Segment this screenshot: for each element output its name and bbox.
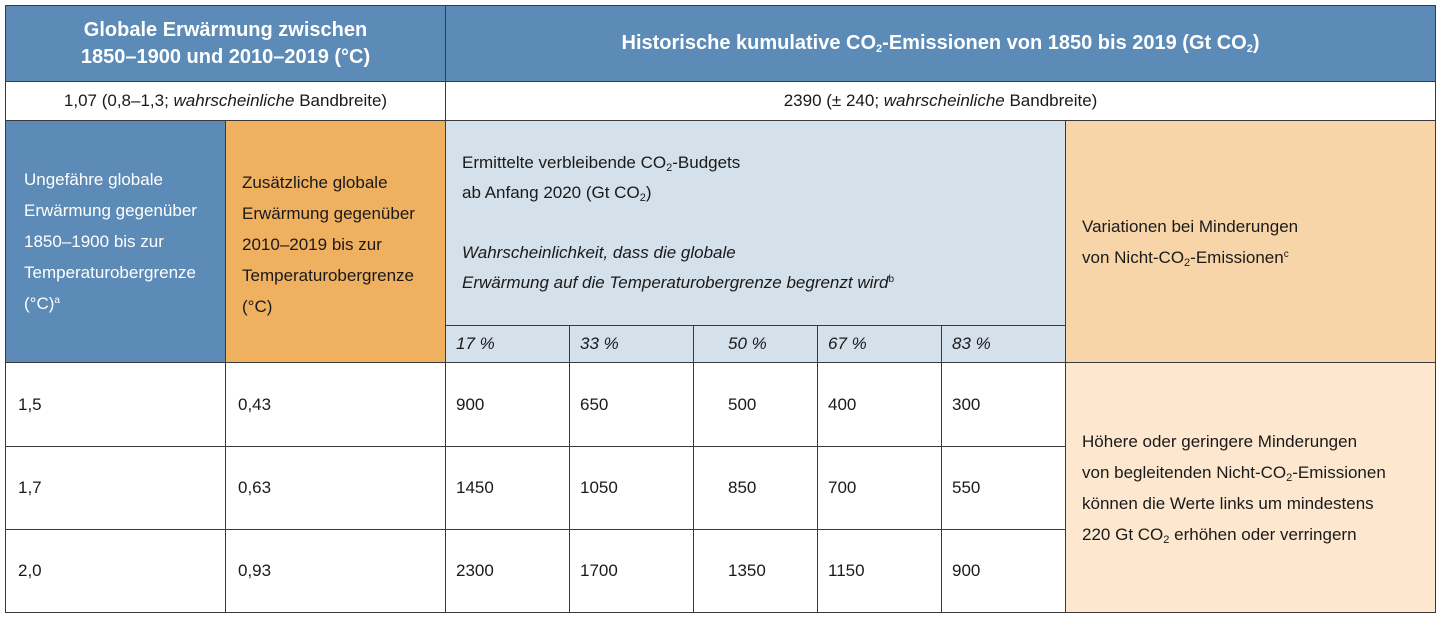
cell-warming: 1,7: [5, 446, 226, 530]
cell-budget: 500: [693, 362, 819, 447]
cell-additional: 0,43: [224, 362, 447, 447]
cell-warming: 2,0: [5, 529, 226, 613]
cell-budget: 700: [817, 446, 943, 530]
table-row: 1,5 0,43 900 650 500 400 300 Höhere oder…: [5, 362, 1437, 613]
summary-warming: 1,07 (0,8–1,3; wahrscheinliche Bandbreit…: [4, 81, 447, 121]
pct-67: 67 %: [817, 325, 943, 363]
col-header-additional-warming: Zusätzliche globale Erwärmung gegenüber 20…: [224, 120, 447, 363]
col-header-variations: Variationen bei Minderungen von Nicht-CO…: [1065, 120, 1437, 363]
cell-additional: 0,93: [224, 529, 447, 613]
cell-budget: 1700: [569, 529, 695, 613]
header-global-warming: Globale Erwärmung zwischen 1850–1900 und …: [4, 5, 447, 82]
cell-budget: 2300: [445, 529, 571, 613]
cell-budget: 1350: [693, 529, 819, 613]
pct-17: 17 %: [445, 325, 571, 363]
table-row: 2,0 0,93 2300 1700 1350 1150 900: [5, 529, 1436, 613]
header-historic-emissions: Historische kumulative CO2-Emissionen vo…: [445, 5, 1437, 82]
summary-emissions: 2390 (± 240; wahrscheinliche Bandbreite): [445, 81, 1437, 121]
cell-budget: 900: [941, 529, 1067, 613]
pct-83: 83 %: [941, 325, 1067, 363]
pct-50: 50 %: [693, 325, 819, 363]
col-header-remaining-budgets: Ermittelte verbleibende CO2-Budgets ab A…: [445, 120, 1067, 326]
cell-budget: 400: [817, 362, 943, 447]
table-row: 1,7 0,63 1450 1050 850 700 550: [5, 446, 1436, 530]
note-mitigation: Höhere oder geringere Minderungen von be…: [1065, 362, 1437, 613]
col-header-approx-warming: Ungefähre globale Erwärmung gegenüber 1850…: [5, 120, 226, 363]
cell-additional: 0,63: [224, 446, 447, 530]
cell-budget: 900: [445, 362, 571, 447]
cell-budget: 1450: [445, 446, 571, 530]
cell-budget: 1150: [817, 529, 943, 613]
carbon-budget-table: Globale Erwärmung zwischen 1850–1900 und …: [4, 5, 1437, 613]
pct-33: 33 %: [569, 325, 695, 363]
cell-warming: 1,5: [5, 362, 226, 447]
cell-budget: 550: [941, 446, 1067, 530]
cell-budget: 850: [693, 446, 819, 530]
cell-budget: 300: [941, 362, 1067, 447]
cell-budget: 650: [569, 362, 695, 447]
cell-budget: 1050: [569, 446, 695, 530]
